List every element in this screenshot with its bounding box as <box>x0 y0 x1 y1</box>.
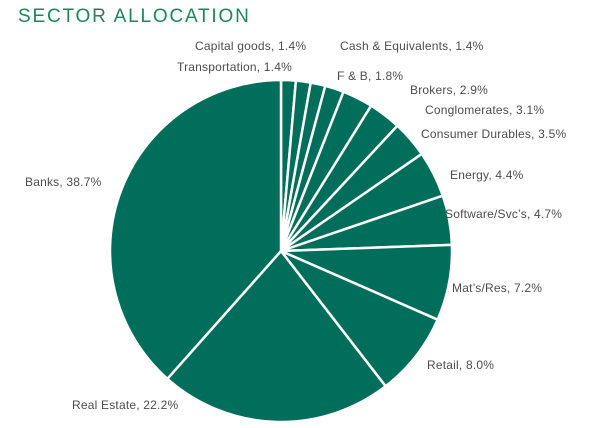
slice-label-banks: Banks, 38.7% <box>25 175 102 189</box>
slice-label-energy: Energy, 4.4% <box>450 168 524 182</box>
pie-slice-banks <box>108 78 283 381</box>
slice-label-software-svc-s: Software/Svc’s, 4.7% <box>445 207 563 221</box>
slice-label-mat-s-res: Mat’s/Res, 7.2% <box>452 281 543 295</box>
slice-label-cash-equivalents: Cash & Equivalents, 1.4% <box>340 39 484 53</box>
slice-label-f-b: F & B, 1.8% <box>337 69 404 83</box>
slice-label-real-estate: Real Estate, 22.2% <box>72 398 179 412</box>
slice-label-brokers: Brokers, 2.9% <box>410 83 488 97</box>
slice-label-consumer-durables: Consumer Durables, 3.5% <box>421 127 567 141</box>
chart-title: SECTOR ALLOCATION <box>18 6 251 27</box>
slice-label-conglomerates: Conglomerates, 3.1% <box>425 103 545 117</box>
slice-label-capital-goods: Capital goods, 1.4% <box>195 39 307 53</box>
slice-label-retail: Retail, 8.0% <box>427 358 495 372</box>
slice-label-transportation: Transportation, 1.4% <box>177 60 292 74</box>
pie-slice-real-estate <box>166 249 387 424</box>
